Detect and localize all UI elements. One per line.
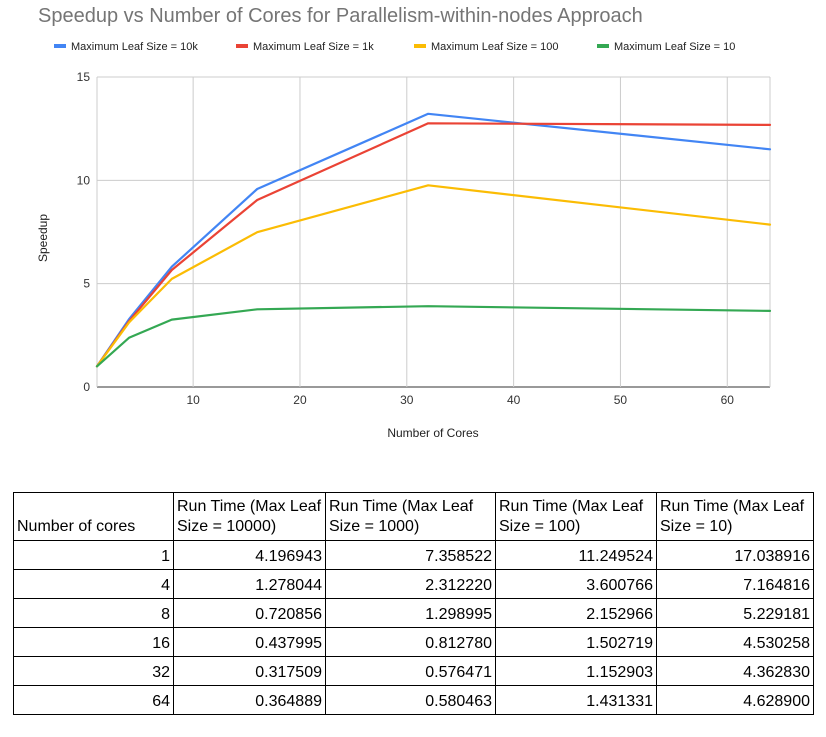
legend-label: Maximum Leaf Size = 10 (614, 41, 735, 53)
table-cell: 64 (13, 685, 174, 715)
table-cell: 1.152903 (495, 656, 657, 686)
legend-swatch (597, 44, 609, 48)
table-cell: 0.812780 (325, 627, 496, 657)
table-cell: 7.164816 (656, 569, 814, 599)
table-cell: 0.437995 (173, 627, 326, 657)
runtime-table: Number of cores Run Time (Max Leaf Size =… (13, 492, 814, 715)
table-cell: 0.364889 (173, 685, 326, 715)
chart-title: Speedup vs Number of Cores for Paralleli… (38, 5, 643, 27)
x-tick-label: 40 (507, 393, 521, 407)
table-cell: 3.600766 (495, 569, 657, 599)
x-axis-label: Number of Cores (387, 426, 478, 440)
y-tick-label: 15 (77, 70, 91, 84)
speedup-chart: Speedup vs Number of Cores for Paralleli… (36, 5, 772, 440)
table-header-cell: Run Time (Max Leaf Size = 10) (656, 492, 814, 541)
legend-swatch (414, 44, 426, 48)
table-cell: 8 (13, 598, 174, 628)
table-cell: 4 (13, 569, 174, 599)
table-header-cell: Run Time (Max Leaf Size = 10000) (173, 492, 326, 541)
table-cell: 32 (13, 656, 174, 686)
legend-swatch (236, 44, 248, 48)
series-line-3 (95, 305, 772, 368)
table-header-cell: Number of cores (13, 492, 174, 541)
table-cell: 1.298995 (325, 598, 496, 628)
table-cell: 11.249524 (495, 540, 657, 570)
table-cell: 0.576471 (325, 656, 496, 686)
table-row: 16 0.437995 0.812780 1.502719 4.530258 (13, 627, 814, 657)
chart-series (95, 112, 772, 368)
y-axis-label: Speedup (36, 214, 50, 262)
table-cell: 4.530258 (656, 627, 814, 657)
table-cell: 17.038916 (656, 540, 814, 570)
legend-label: Maximum Leaf Size = 100 (431, 41, 558, 53)
legend-swatch (54, 44, 66, 48)
table-cell: 1 (13, 540, 174, 570)
x-tick-label: 10 (186, 393, 200, 407)
table-cell: 2.312220 (325, 569, 496, 599)
table-header-row: Number of cores Run Time (Max Leaf Size =… (13, 492, 814, 541)
table-row: 64 0.364889 0.580463 1.431331 4.628900 (13, 685, 814, 715)
chart-legend: Maximum Leaf Size = 10k Maximum Leaf Size… (54, 41, 735, 53)
table-body: 1 4.196943 7.358522 11.249524 17.038916 4 1.27… (13, 540, 814, 715)
table-cell: 1.431331 (495, 685, 657, 715)
table-header-cell: Run Time (Max Leaf Size = 100) (495, 492, 657, 541)
y-tick-label: 5 (83, 277, 90, 291)
table-cell: 7.358522 (325, 540, 496, 570)
series-line-0 (95, 112, 772, 368)
legend-label: Maximum Leaf Size = 1k (253, 41, 374, 53)
table-row: 4 1.278044 2.312220 3.600766 7.164816 (13, 569, 814, 599)
table-cell: 0.720856 (173, 598, 326, 628)
table-cell: 5.229181 (656, 598, 814, 628)
table-cell: 1.278044 (173, 569, 326, 599)
series-line-1 (95, 122, 772, 368)
x-tick-label: 30 (400, 393, 414, 407)
table-cell: 2.152966 (495, 598, 657, 628)
table-header-cell: Run Time (Max Leaf Size = 1000) (325, 492, 496, 541)
table-cell: 0.580463 (325, 685, 496, 715)
chart-axes: Speedup Number of Cores (36, 214, 479, 440)
x-tick-label: 20 (293, 393, 307, 407)
legend-label: Maximum Leaf Size = 10k (71, 41, 198, 53)
series-line-2 (95, 184, 772, 368)
table-cell: 16 (13, 627, 174, 657)
chart-grid: 0 5 10 15 10 20 30 40 50 60 (77, 70, 771, 407)
table-cell: 4.362830 (656, 656, 814, 686)
y-tick-label: 0 (83, 380, 90, 394)
x-tick-label: 50 (614, 393, 628, 407)
table-row: 8 0.720856 1.298995 2.152966 5.229181 (13, 598, 814, 628)
y-tick-label: 10 (77, 173, 91, 187)
table-row: 1 4.196943 7.358522 11.249524 17.038916 (13, 540, 814, 570)
table-cell: 0.317509 (173, 656, 326, 686)
table-cell: 1.502719 (495, 627, 657, 657)
table-cell: 4.628900 (656, 685, 814, 715)
table-cell: 4.196943 (173, 540, 326, 570)
x-tick-label: 60 (721, 393, 735, 407)
table-row: 32 0.317509 0.576471 1.152903 4.362830 (13, 656, 814, 686)
